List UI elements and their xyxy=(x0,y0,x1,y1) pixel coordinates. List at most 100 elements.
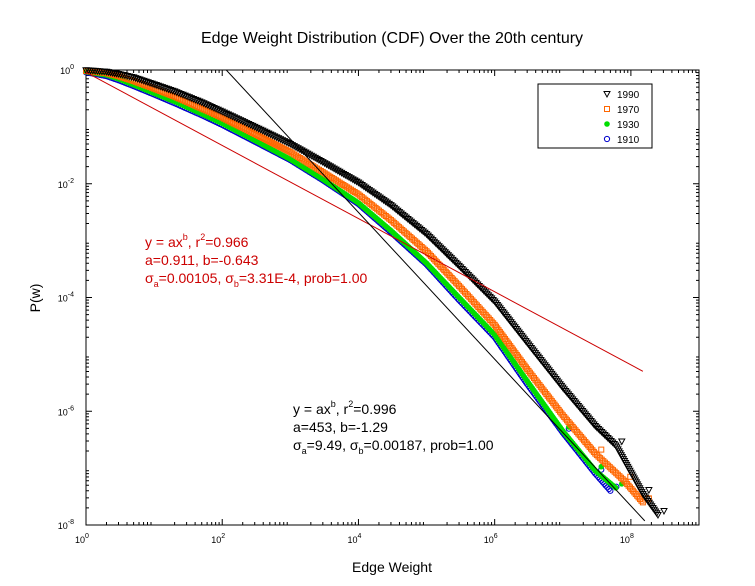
data-point xyxy=(607,487,614,494)
y-tick-label: 10-2 xyxy=(58,178,74,190)
annotation-line-1: y = axb, r2=0.966 xyxy=(145,232,249,250)
data-point xyxy=(604,484,611,491)
data-point xyxy=(590,448,597,455)
x-tick-label-exp: 8 xyxy=(630,533,634,540)
ann-sub: a xyxy=(154,279,159,289)
ann-sigma: σ xyxy=(293,437,302,453)
ann-text: =0.00187, prob=1.00 xyxy=(364,437,494,453)
legend-label: 1990 xyxy=(617,90,640,101)
series-1990 xyxy=(82,67,668,520)
data-point xyxy=(618,474,625,481)
y-tick-label-base: 10 xyxy=(58,407,68,417)
data-point xyxy=(234,122,241,129)
legend-item-1930: 1930 xyxy=(604,120,640,131)
ann-sigma: σ xyxy=(350,437,359,453)
data-point xyxy=(613,470,620,477)
x-axis-label: Edge Weight xyxy=(352,559,432,575)
data-point xyxy=(619,476,626,483)
data-point xyxy=(612,485,619,491)
chart-title: Edge Weight Distribution (CDF) Over the … xyxy=(201,30,583,47)
data-point xyxy=(244,127,251,134)
data-point xyxy=(608,465,615,472)
legend-item-1990: 1990 xyxy=(603,90,640,101)
ann-sup: 2 xyxy=(348,399,353,409)
x-tick-label-base: 10 xyxy=(211,535,221,545)
x-tick-label-base: 10 xyxy=(75,535,85,545)
legend-label: 1930 xyxy=(617,120,640,131)
x-tick-label: 104 xyxy=(347,533,361,545)
y-tick-label-exp: 0 xyxy=(70,64,74,71)
x-tick-label-base: 10 xyxy=(347,535,357,545)
data-point xyxy=(606,464,613,471)
data-point xyxy=(242,126,249,133)
x-tick-label-exp: 6 xyxy=(494,533,498,540)
ann-text: y = ax xyxy=(293,401,331,417)
data-point xyxy=(595,453,602,460)
data-point xyxy=(605,485,612,493)
legend-item-1970: 1970 xyxy=(604,105,640,116)
data-point xyxy=(230,120,237,127)
data-point xyxy=(597,455,604,462)
data-point xyxy=(592,450,599,457)
data-point xyxy=(226,118,233,125)
ann-sup: 2 xyxy=(200,232,205,242)
y-tick-label: 10-8 xyxy=(58,519,74,531)
data-point xyxy=(598,456,605,463)
legend-marker xyxy=(604,106,610,112)
y-axis-label: P(w) xyxy=(27,284,43,313)
ann-text: y = ax xyxy=(145,234,183,250)
ann-text: , r xyxy=(336,401,349,417)
ann-text: =0.00105, xyxy=(159,270,226,286)
y-tick-label-exp: -8 xyxy=(68,519,74,526)
annotation-line-2: a=0.911, b=-0.643 xyxy=(145,252,259,268)
data-point xyxy=(240,125,247,132)
legend-marker xyxy=(603,135,611,143)
data-point xyxy=(228,119,235,126)
data-point xyxy=(249,130,256,137)
data-point xyxy=(489,296,497,305)
legend-item-1910: 1910 xyxy=(603,135,640,146)
x-tick-label: 102 xyxy=(211,533,225,545)
x-tick-label-exp: 2 xyxy=(221,533,225,540)
y-tick-label-exp: -4 xyxy=(68,292,74,299)
series-1970 xyxy=(83,68,652,506)
data-point xyxy=(232,121,239,128)
red-fit-line xyxy=(86,71,644,372)
legend-label: 1970 xyxy=(617,105,640,116)
ann-text: =0.966 xyxy=(205,234,248,250)
data-point xyxy=(598,446,605,453)
x-tick-label: 108 xyxy=(620,533,634,545)
ann-sub: a xyxy=(302,446,307,456)
y-tick-label: 10-4 xyxy=(58,292,74,304)
data-point xyxy=(236,123,243,130)
x-tick-label-base: 10 xyxy=(620,535,630,545)
y-tick-label: 10-6 xyxy=(58,405,74,417)
y-tick-label-base: 10 xyxy=(58,294,68,304)
data-point xyxy=(611,468,618,475)
annotation-line-3: σa=0.00105, σb=3.31E-4, prob=1.00 xyxy=(145,270,368,289)
ann-sup: b xyxy=(331,399,336,409)
black-fit-line xyxy=(225,70,646,522)
data-point xyxy=(660,507,668,516)
legend-marker xyxy=(604,121,610,127)
series-layer xyxy=(82,67,668,520)
x-tick-label-exp: 4 xyxy=(357,533,361,540)
legend-box xyxy=(537,83,653,149)
ann-sigma: σ xyxy=(225,270,234,286)
ann-text: =0.996 xyxy=(353,401,396,417)
y-tick-label-exp: -6 xyxy=(68,405,74,412)
ann-sup: b xyxy=(183,232,188,242)
ann-sigma: σ xyxy=(145,270,154,286)
x-tick-label-base: 10 xyxy=(484,535,494,545)
data-point xyxy=(600,458,607,465)
data-point xyxy=(593,452,600,459)
data-point xyxy=(603,461,610,468)
x-tick-label: 106 xyxy=(484,533,498,545)
ann-text: =9.49, xyxy=(307,437,350,453)
x-tick-label-exp: 0 xyxy=(85,533,89,540)
data-point xyxy=(614,471,621,478)
data-point xyxy=(610,467,617,474)
